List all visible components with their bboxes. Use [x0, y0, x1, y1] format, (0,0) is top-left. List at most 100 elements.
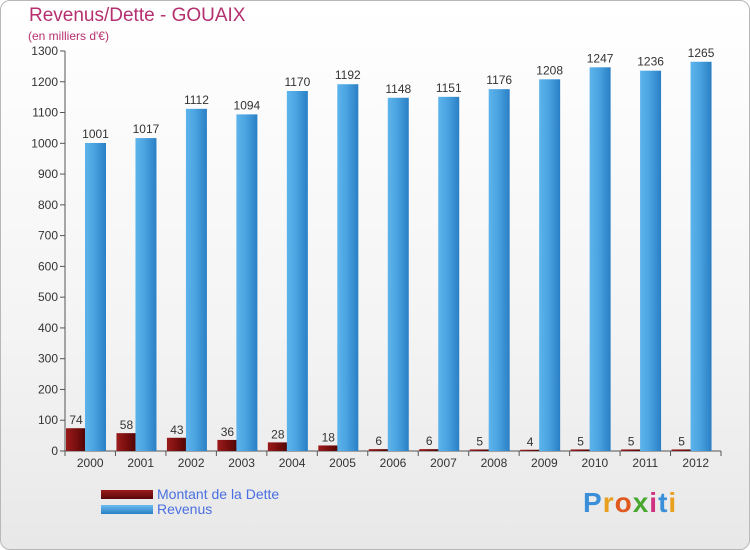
bar-dette	[368, 449, 389, 451]
logo-letter: t	[658, 487, 669, 518]
logo-letter: r	[602, 487, 615, 518]
bar-dette	[318, 445, 339, 451]
legend-item-dette: Montant de la Dette	[101, 486, 361, 502]
bar-revenus	[690, 61, 712, 452]
bar-dette	[621, 449, 642, 451]
chart-title: Revenus/Dette - GOUAIX	[29, 5, 246, 26]
chart-labels: 74 1001 58 1017 43 1112 36 1094 28 1170 18 1192 6 114…	[69, 46, 714, 449]
data-label-dette: 4	[527, 435, 534, 449]
data-label-revenus: 1148	[385, 82, 411, 96]
bar-dette	[520, 449, 541, 451]
chart-bars	[66, 61, 712, 452]
y-tick-label: 500	[38, 290, 58, 304]
data-label-dette: 74	[69, 413, 83, 427]
bar-dette	[66, 428, 86, 451]
bar-revenus	[589, 67, 611, 452]
legend-label-dette: Montant de la Dette	[157, 486, 280, 502]
bar-revenus	[337, 84, 359, 451]
bar-dette	[267, 442, 288, 451]
bar-revenus	[539, 79, 561, 452]
bar-revenus	[185, 108, 207, 451]
x-tick-label: 2003	[228, 456, 255, 470]
data-label-dette: 18	[322, 430, 336, 444]
proxiti-logo: Proxiti	[583, 487, 677, 519]
legend-label-revenus: Revenus	[157, 501, 213, 517]
data-label-dette: 6	[426, 434, 433, 448]
data-label-revenus: 1112	[184, 93, 209, 107]
y-tick-label: 1300	[31, 44, 58, 58]
y-tick-label: 600	[38, 259, 58, 273]
data-label-dette: 6	[375, 434, 382, 448]
data-label-revenus: 1265	[688, 46, 715, 60]
data-label-revenus: 1170	[284, 75, 310, 89]
y-tick-label: 1000	[31, 136, 58, 150]
legend: Montant de la Dette Revenus	[101, 486, 361, 517]
data-label-revenus: 1151	[436, 81, 462, 95]
y-tick-label: 200	[38, 382, 58, 396]
bar-revenus	[438, 96, 460, 451]
bar-dette	[166, 437, 187, 451]
y-tick-label: 800	[38, 198, 58, 212]
logo-letter: i	[649, 487, 659, 518]
bar-revenus	[387, 97, 409, 452]
bar-dette	[217, 439, 238, 451]
x-tick-label: 2008	[481, 456, 508, 470]
y-tick-label: 1200	[31, 75, 58, 89]
x-tick-label: 2004	[279, 456, 306, 470]
bar-revenus	[236, 114, 258, 451]
bar-revenus	[85, 143, 106, 451]
y-tick-label: 400	[38, 321, 58, 335]
x-tick-label: 2007	[430, 456, 457, 470]
x-tick-label: 2006	[380, 456, 407, 470]
data-label-revenus: 1192	[335, 68, 361, 82]
x-tick-label: 2012	[682, 456, 709, 470]
legend-swatch-revenus	[101, 505, 153, 514]
x-tick-label: 2002	[178, 456, 205, 470]
bar-revenus	[286, 91, 308, 451]
bar-dette	[671, 449, 692, 451]
bar-dette	[419, 449, 440, 451]
data-label-dette: 36	[221, 425, 235, 439]
data-label-revenus: 1094	[234, 98, 261, 112]
data-label-dette: 5	[678, 434, 685, 448]
data-label-dette: 5	[476, 434, 483, 448]
y-tick-label: 100	[38, 413, 58, 427]
logo-letter: x	[632, 487, 650, 518]
data-label-dette: 28	[271, 427, 285, 441]
x-tick-label: 2009	[531, 456, 558, 470]
logo-letter: o	[614, 487, 633, 518]
data-label-dette: 43	[170, 423, 184, 437]
y-tick-label: 1100	[32, 106, 58, 120]
x-tick-label: 2005	[329, 456, 356, 470]
data-label-revenus: 1247	[587, 51, 614, 65]
chart-subtitle: (en milliers d'€)	[28, 29, 109, 43]
data-label-revenus: 1017	[133, 122, 160, 136]
bar-revenus	[135, 138, 157, 452]
data-label-revenus: 1236	[637, 55, 664, 69]
logo-letter: P	[583, 487, 603, 518]
y-tick-label: 0	[51, 444, 58, 458]
bar-revenus	[488, 89, 510, 452]
chart-axes: 0 100 200 300 400 500 600 700 800 900 1000 1100 1200…	[31, 44, 722, 470]
data-label-dette: 58	[120, 418, 134, 432]
legend-item-revenus: Revenus	[101, 501, 361, 517]
data-label-revenus: 1176	[486, 73, 512, 87]
x-tick-label: 2001	[127, 456, 154, 470]
x-tick-label: 2011	[632, 456, 658, 470]
data-label-dette: 5	[577, 434, 584, 448]
x-tick-label: 2010	[581, 456, 608, 470]
y-tick-label: 900	[38, 167, 58, 181]
x-tick-label: 2000	[77, 456, 104, 470]
y-tick-label: 700	[38, 229, 58, 243]
data-label-dette: 5	[628, 434, 635, 448]
bar-dette	[570, 449, 591, 451]
bar-revenus	[640, 70, 662, 451]
logo-letter: i	[668, 487, 678, 518]
legend-swatch-dette	[101, 490, 153, 499]
bar-dette	[116, 433, 137, 451]
y-tick-label: 300	[38, 352, 58, 366]
data-label-revenus: 1208	[536, 63, 563, 77]
data-label-revenus: 1001	[82, 127, 109, 141]
